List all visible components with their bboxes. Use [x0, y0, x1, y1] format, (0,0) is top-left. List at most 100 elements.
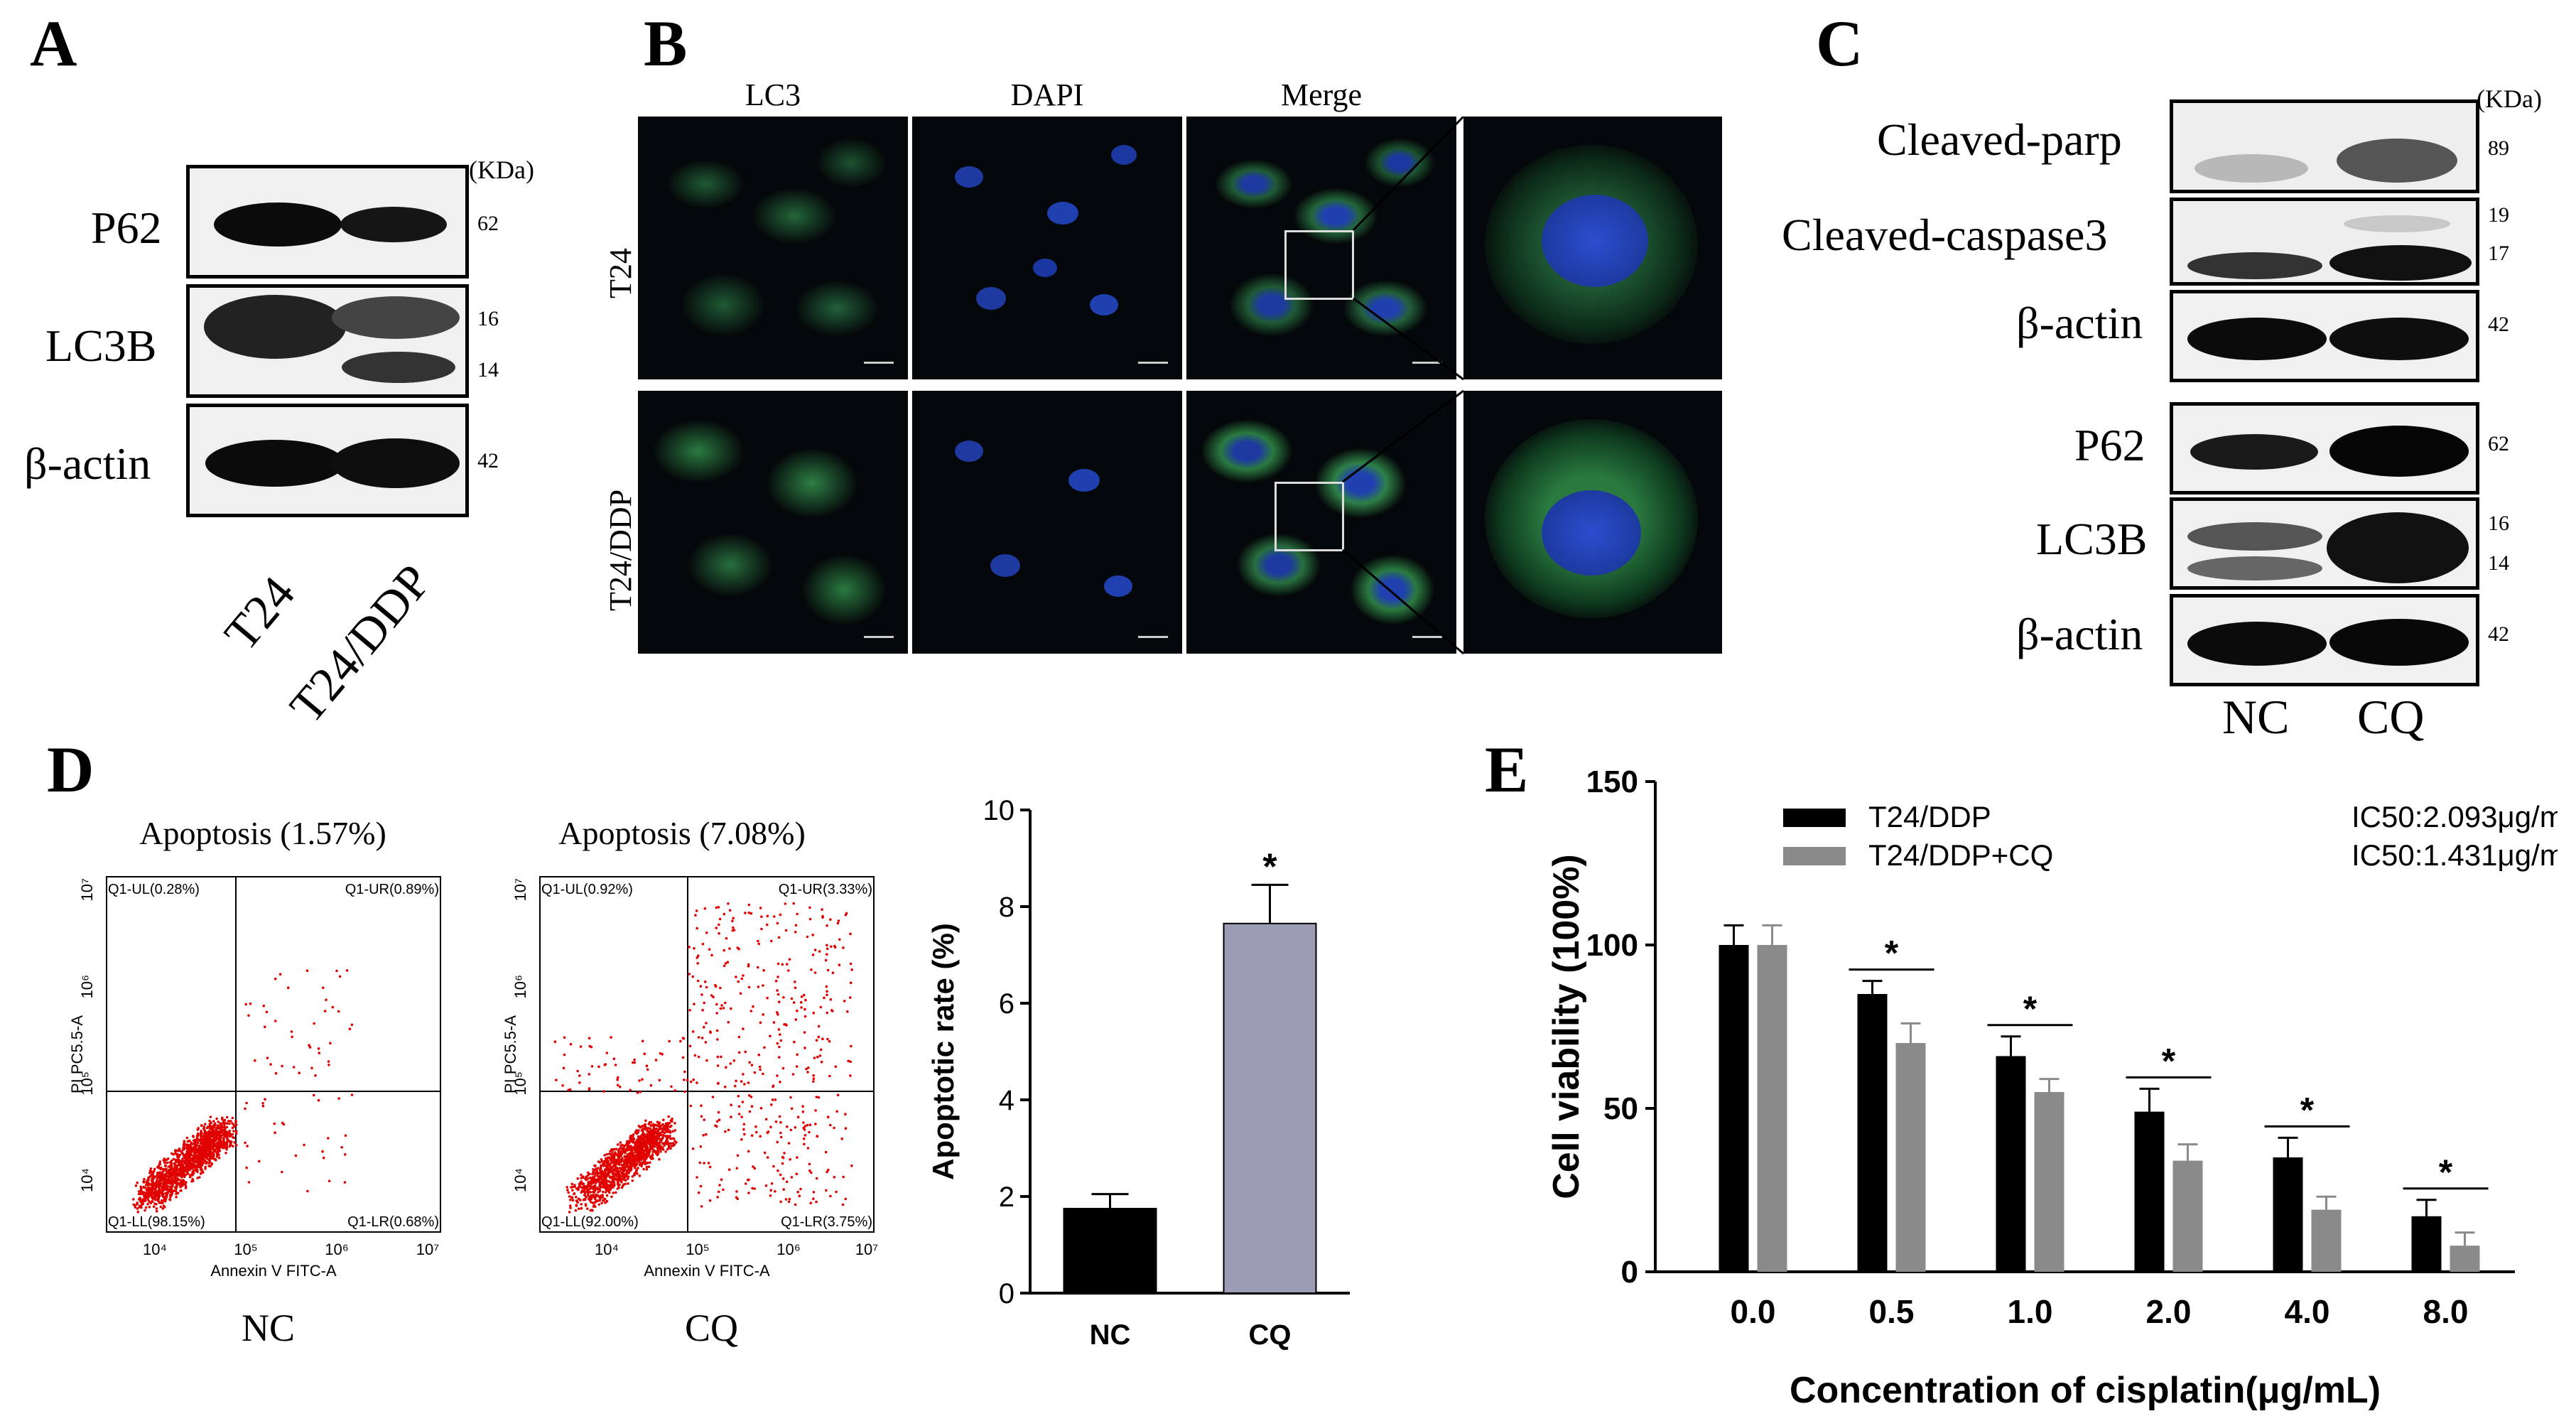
y-tick-label: 2 [999, 1182, 1014, 1213]
x-axis-label: Concentration of cisplatin(μg/mL) [1790, 1370, 2381, 1411]
x-tick-label: CQ [1249, 1319, 1292, 1351]
panel-c-kda: 42 [2488, 622, 2509, 646]
flow-q-lr: Q1-LR(0.68%) [347, 1214, 439, 1230]
flow-dots [132, 969, 354, 1214]
panel-e-letter: E [1485, 733, 1529, 806]
flow-caption: NC [242, 1307, 296, 1349]
panel-c-kda: 19 [2488, 203, 2509, 227]
y-axis-label: Apoptotic rate (%) [926, 923, 960, 1180]
flow-y-ticks: 10⁷ 10⁶ 10⁵ 10⁴ [512, 878, 529, 1192]
bar-t24-ddp-4.0 [2273, 1157, 2303, 1272]
micrograph-t24ddp-merge [1186, 391, 1456, 654]
svg-text:10⁷: 10⁷ [416, 1241, 439, 1258]
panel-a-kda-header: (KDa) [469, 156, 534, 184]
micrograph-t24-lc3 [638, 117, 908, 379]
bar-t24-ddp-cq-2.0 [2172, 1160, 2203, 1272]
panel-c-lane-label: CQ [2357, 690, 2425, 744]
significance-marker: * [1885, 934, 1899, 973]
svg-text:10⁵: 10⁵ [234, 1241, 258, 1258]
panel-a-kda: 14 [477, 358, 499, 382]
micrograph-t24ddp-dapi [912, 391, 1182, 654]
bar-t24-ddp-cq-0.5 [1895, 1043, 1926, 1272]
micrograph-t24-dapi [912, 117, 1182, 379]
flow-q-ul: Q1-UL(0.92%) [541, 882, 633, 897]
ic50-label: IC50:2.093μg/mL [2352, 800, 2558, 833]
panel-b-col-title: Merge [1280, 77, 1363, 112]
blot-c-actin-2 [2170, 594, 2479, 686]
blot-a-p62 [186, 165, 469, 279]
svg-text:10⁶: 10⁶ [325, 1241, 349, 1258]
apoptosis-bar-chart: 0 2 4 6 8 10 NC * CQ Apoptotic rate (%) [926, 795, 1350, 1351]
flow-q-ll: Q1-LL(92.00%) [541, 1214, 639, 1230]
panel-c-kda: 14 [2488, 551, 2509, 575]
blot-c-lc3b [2170, 497, 2479, 590]
blot-c-p62 [2170, 402, 2479, 495]
x-tick-label: 4.0 [2285, 1293, 2330, 1330]
panel-c-row-label: LC3B [2036, 514, 2148, 564]
y-tick-label: 8 [999, 892, 1014, 923]
panel-c-kda-header: (KDa) [2477, 85, 2542, 113]
bar-t24-ddp-cq-8.0 [2450, 1246, 2480, 1272]
panel-c-row-label: P62 [2074, 420, 2145, 470]
panel-a-row-label: LC3B [45, 320, 157, 371]
panel-c-row-label: β-actin [2016, 298, 2143, 348]
viability-bar-chart: 0 50 100 150 0.0 * 0.5 * 1.0 * 2.0 * 4.0 * 8.0 T24/DDP I… [1546, 764, 2558, 1411]
blot-c-cleaved-caspase3 [2170, 198, 2479, 286]
flow-title: Apoptosis (7.08%) [558, 815, 806, 851]
legend-swatch [1783, 809, 1846, 827]
panel-a-kda: 62 [477, 212, 499, 235]
panel-b-row-label: T24/DDP [603, 489, 638, 611]
y-tick-label: 10 [983, 795, 1015, 826]
bar-t24-ddp-2.0 [2134, 1111, 2165, 1272]
micrograph-t24ddp-lc3 [638, 391, 908, 654]
y-tick-label: 50 [1603, 1091, 1638, 1126]
panel-d-letter: D [47, 733, 94, 806]
svg-text:10⁵: 10⁵ [78, 1071, 96, 1096]
svg-text:10⁶: 10⁶ [776, 1241, 801, 1258]
significance-marker: * [2162, 1041, 2176, 1081]
flow-x-ticks: 10⁴ 10⁵ 10⁶ 10⁷ [595, 1241, 878, 1258]
x-tick-label: 1.0 [2008, 1293, 2053, 1330]
svg-text:10⁶: 10⁶ [512, 975, 529, 999]
panel-c-row-label: Cleaved-caspase3 [1782, 210, 2108, 260]
bar-t24-ddp-cq-4.0 [2311, 1209, 2342, 1272]
panel-a-lane-label: T24/DDP [278, 554, 441, 733]
significance-marker: * [1262, 846, 1277, 887]
blot-a-actin [186, 404, 469, 517]
panel-c-kda: 42 [2488, 313, 2509, 336]
flow-q-ul: Q1-UL(0.28%) [108, 882, 200, 897]
svg-text:10⁷: 10⁷ [78, 878, 96, 901]
panel-b-col-title: LC3 [745, 77, 801, 112]
panel-c-lane-label: NC [2222, 690, 2290, 744]
svg-text:10⁴: 10⁴ [143, 1241, 167, 1258]
panel-c-kda: 89 [2488, 136, 2509, 160]
flow-y-ticks: 10⁷ 10⁶ 10⁵ 10⁴ [78, 878, 96, 1192]
ic50-label: IC50:1.431μg/mL [2352, 838, 2558, 872]
panel-b-col-title: DAPI [1010, 77, 1084, 112]
svg-text:10⁶: 10⁶ [78, 975, 96, 999]
panel-b-row-label: T24 [603, 248, 638, 298]
svg-text:10⁴: 10⁴ [512, 1168, 529, 1192]
y-tick-label: 0 [1621, 1255, 1638, 1290]
panel-a-kda: 42 [477, 449, 499, 472]
panel-c-kda: 16 [2488, 512, 2509, 535]
y-axis-label: Cell viability (100%) [1546, 854, 1587, 1199]
x-tick-label: 2.0 [2146, 1293, 2192, 1330]
y-tick-label: 6 [999, 988, 1014, 1020]
flow-q-ur: Q1-UR(3.33%) [779, 882, 872, 897]
flow-x-ticks: 10⁴ 10⁵ 10⁶ 10⁷ [143, 1241, 439, 1258]
panel-a-kda: 16 [477, 307, 499, 330]
legend-label: T24/DDP [1868, 800, 1991, 833]
flow-xlabel: Annexin V FITC-A [210, 1262, 337, 1280]
panel-c-letter: C [1816, 7, 1863, 80]
panel-c-row-label: Cleaved-parp [1877, 114, 2122, 165]
panel-a-lane-label: T24 [213, 566, 305, 661]
flow-title: Apoptosis (1.57%) [139, 815, 386, 851]
panel-c-kda: 62 [2488, 432, 2509, 455]
flow-plot-nc: Q1-UL(0.28%) Q1-UR(0.89%) Q1-LL(98.15%) … [68, 876, 441, 1280]
legend-swatch [1783, 847, 1846, 865]
significance-marker: * [2300, 1090, 2315, 1130]
bar-nc [1063, 1208, 1157, 1294]
zoom-connectors [1342, 117, 1465, 655]
svg-text:10⁷: 10⁷ [512, 878, 529, 901]
